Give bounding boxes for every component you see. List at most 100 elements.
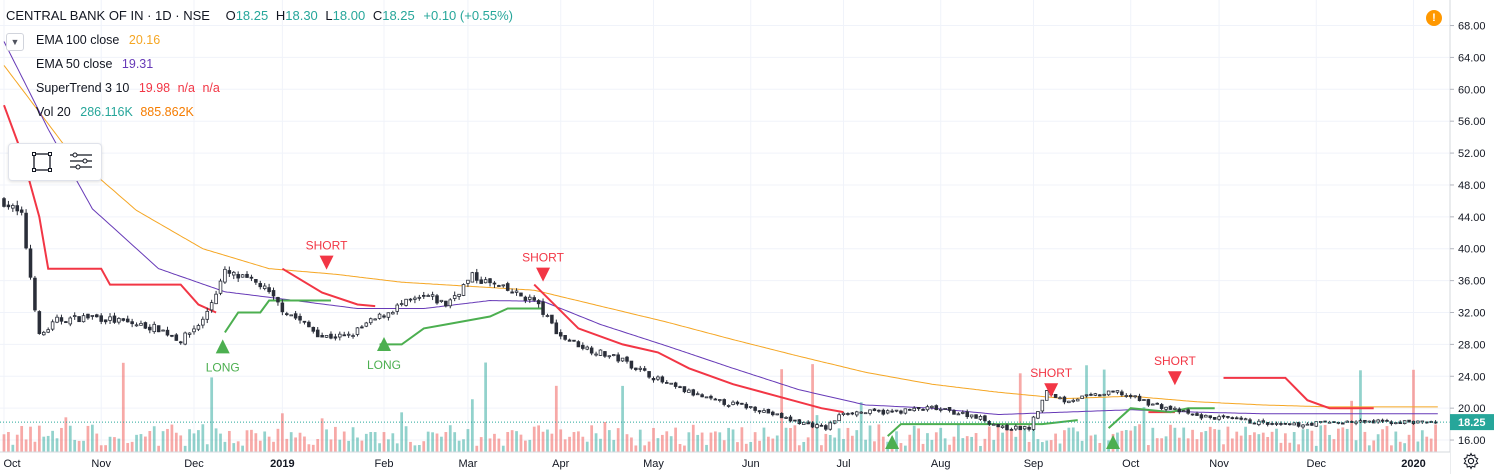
candle-body xyxy=(15,205,20,212)
candle-body xyxy=(943,408,947,410)
candle-body xyxy=(718,399,722,401)
volume-bar xyxy=(254,433,258,452)
candle-body xyxy=(872,408,877,411)
volume-bar xyxy=(912,425,916,452)
indicator-volume[interactable]: Vol 20 286.116K 885.862K xyxy=(36,105,194,119)
volume-bar xyxy=(515,431,518,452)
candle-body xyxy=(974,414,978,419)
candle-body xyxy=(801,421,806,425)
indicator-supertrend[interactable]: SuperTrend 3 10 19.98 n/a n/a xyxy=(36,81,220,95)
volume-bar xyxy=(479,437,483,452)
object-tree-icon[interactable] xyxy=(69,150,93,174)
volume-bar xyxy=(1147,445,1150,452)
candle-body xyxy=(510,291,514,294)
volume-bar xyxy=(174,432,178,452)
candle-body xyxy=(890,410,894,413)
long-signal-arrow xyxy=(885,435,900,450)
volume-bar xyxy=(1098,442,1102,452)
volume-bar xyxy=(475,445,479,452)
candle-body xyxy=(1314,421,1319,427)
price-axis[interactable]: 16.00 20.00 24.00 28.00 32.00 36.00 40.00 44.00… xyxy=(1449,0,1494,474)
candle-body xyxy=(691,389,696,396)
indicator-ema-50[interactable]: EMA 50 close 19.31 xyxy=(36,57,153,71)
volume-bar xyxy=(183,445,187,452)
volume-bar xyxy=(157,445,161,452)
volume-bar xyxy=(484,362,487,452)
candle-body xyxy=(841,412,846,415)
volume-bar xyxy=(656,438,660,452)
volume-bar xyxy=(126,443,130,452)
candle-body xyxy=(611,354,616,356)
volume-bar xyxy=(652,427,655,452)
volume-bar xyxy=(311,444,315,452)
volume-bar xyxy=(926,433,929,452)
chevron-down-icon[interactable]: ▼ xyxy=(6,33,24,51)
indicator-ema-100[interactable]: EMA 100 close 20.16 xyxy=(36,33,160,47)
candle-body xyxy=(1044,390,1049,401)
symbol-title[interactable]: CENTRAL BANK OF IN · 1D · NSE xyxy=(6,8,210,23)
time-axis[interactable]: Oct Nov Dec 2019 Feb Mar Apr May Jun Jul Aug Sep Oct… xyxy=(0,451,1450,474)
volume-bar xyxy=(1354,440,1358,452)
volume-bar xyxy=(811,364,814,452)
volume-bar xyxy=(709,432,713,452)
candle-body xyxy=(1151,403,1155,406)
candle-body xyxy=(603,351,607,357)
volume-bar xyxy=(1164,436,1168,452)
volume-bar xyxy=(700,432,704,452)
candle-body xyxy=(307,321,311,328)
warning-icon[interactable]: ! xyxy=(1426,10,1442,26)
volume-bar xyxy=(497,438,501,452)
volume-bar xyxy=(961,438,965,452)
supertrend-up-segment xyxy=(224,299,331,333)
volume-bar xyxy=(2,434,6,452)
volume-bar xyxy=(1372,440,1376,452)
candle-body xyxy=(329,333,333,339)
candle-body xyxy=(214,293,218,305)
candle-body xyxy=(572,339,576,342)
candle-body xyxy=(395,304,400,312)
volume-bar xyxy=(144,436,147,452)
candle-body xyxy=(651,378,656,381)
volume-bar xyxy=(665,431,669,452)
candle-body xyxy=(567,339,572,342)
candle-body xyxy=(435,295,439,304)
candle-body xyxy=(1164,406,1168,410)
volume-bar xyxy=(152,426,156,452)
drawing-toolbar xyxy=(8,143,102,181)
candle-body xyxy=(196,325,201,330)
indicator-label: Vol 20 xyxy=(36,105,71,119)
candle-body xyxy=(187,332,192,335)
candle-body xyxy=(585,346,590,350)
volume-bar xyxy=(1217,429,1221,452)
gear-icon[interactable] xyxy=(1462,452,1480,470)
candle-body xyxy=(625,356,629,362)
candle-body xyxy=(293,313,298,319)
volume-bar xyxy=(1248,435,1252,452)
candle-body xyxy=(1018,425,1023,431)
candle-body xyxy=(99,315,103,322)
candle-body xyxy=(775,413,780,416)
candle-body xyxy=(1195,413,1199,416)
candle-body xyxy=(1301,424,1305,428)
volume-bar xyxy=(316,438,320,452)
volume-bar xyxy=(771,438,775,452)
candle-body xyxy=(50,321,55,330)
candle-body xyxy=(408,298,413,301)
candle-body xyxy=(205,310,210,320)
time-tick-label: Nov xyxy=(91,458,111,470)
time-tick-label: Jun xyxy=(742,458,760,470)
candle-body xyxy=(1208,415,1213,418)
ema-100-line xyxy=(3,65,1438,408)
volume-bar xyxy=(400,412,404,452)
volume-bar xyxy=(541,431,545,452)
candle-body xyxy=(1310,422,1314,426)
volume-bar xyxy=(930,439,934,452)
volume-bar xyxy=(554,385,558,452)
volume-bar xyxy=(210,377,214,452)
volume-bar xyxy=(568,436,571,452)
rectangle-select-icon[interactable] xyxy=(30,150,54,174)
volume-bar xyxy=(298,432,302,452)
volume-bar xyxy=(1058,443,1062,452)
candle-body xyxy=(1075,398,1080,402)
